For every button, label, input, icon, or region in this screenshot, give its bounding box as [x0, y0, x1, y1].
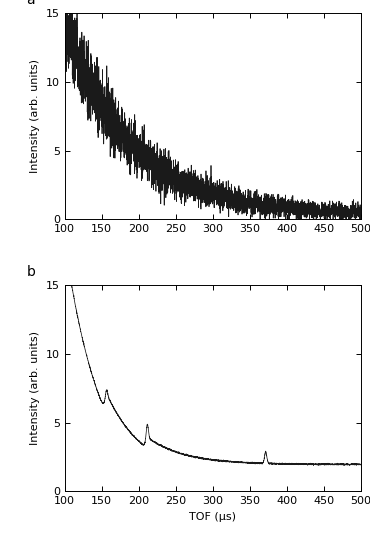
Y-axis label: Intensity (arb. units): Intensity (arb. units) [30, 331, 40, 445]
Text: b: b [26, 265, 35, 279]
Text: a: a [26, 0, 35, 7]
X-axis label: TOF (μs): TOF (μs) [189, 512, 236, 522]
Y-axis label: Intensity (arb. units): Intensity (arb. units) [30, 59, 40, 174]
